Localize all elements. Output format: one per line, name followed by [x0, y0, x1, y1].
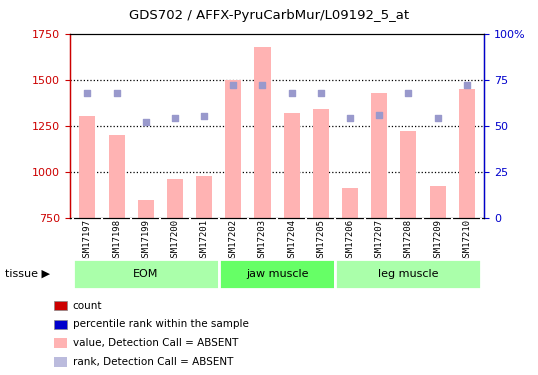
- Bar: [400, 131, 416, 218]
- Point: [83, 90, 92, 96]
- Bar: [196, 176, 212, 218]
- FancyBboxPatch shape: [73, 259, 219, 289]
- Bar: [138, 200, 154, 217]
- Point: [229, 82, 238, 88]
- FancyBboxPatch shape: [335, 259, 482, 289]
- Text: GSM17202: GSM17202: [229, 219, 238, 262]
- Text: GSM17209: GSM17209: [433, 219, 442, 262]
- Text: GDS702 / AFFX-PyruCarbMur/L09192_5_at: GDS702 / AFFX-PyruCarbMur/L09192_5_at: [129, 9, 409, 22]
- Text: tissue ▶: tissue ▶: [5, 269, 51, 279]
- Text: GSM17206: GSM17206: [345, 219, 355, 262]
- Bar: [109, 135, 125, 218]
- Point: [141, 119, 150, 125]
- Text: rank, Detection Call = ABSENT: rank, Detection Call = ABSENT: [73, 357, 233, 367]
- Point: [316, 90, 325, 96]
- Bar: [225, 80, 242, 218]
- Bar: [167, 179, 183, 218]
- Point: [171, 115, 179, 121]
- Text: GSM17210: GSM17210: [462, 219, 471, 262]
- Text: GSM17204: GSM17204: [287, 219, 296, 262]
- Point: [462, 82, 471, 88]
- Bar: [80, 116, 95, 218]
- Text: GSM17198: GSM17198: [112, 219, 121, 262]
- Bar: [254, 46, 271, 217]
- Text: GSM17205: GSM17205: [316, 219, 325, 262]
- Text: percentile rank within the sample: percentile rank within the sample: [73, 320, 249, 329]
- Text: EOM: EOM: [133, 269, 159, 279]
- FancyBboxPatch shape: [219, 259, 335, 289]
- Bar: [459, 89, 475, 218]
- Bar: [429, 186, 445, 218]
- Text: jaw muscle: jaw muscle: [246, 269, 308, 279]
- Point: [375, 112, 384, 118]
- Point: [404, 90, 413, 96]
- Point: [112, 90, 121, 96]
- Bar: [313, 109, 329, 217]
- Point: [287, 90, 296, 96]
- Text: GSM17207: GSM17207: [374, 219, 384, 262]
- Point: [258, 82, 267, 88]
- Point: [200, 113, 208, 119]
- Text: GSM17203: GSM17203: [258, 219, 267, 262]
- Text: GSM17199: GSM17199: [141, 219, 150, 262]
- Point: [346, 115, 355, 121]
- Text: GSM17201: GSM17201: [200, 219, 209, 262]
- Bar: [342, 188, 358, 218]
- Text: GSM17197: GSM17197: [83, 219, 92, 262]
- Text: GSM17208: GSM17208: [404, 219, 413, 262]
- Text: GSM17200: GSM17200: [171, 219, 180, 262]
- Point: [433, 115, 442, 121]
- Bar: [284, 113, 300, 218]
- Text: value, Detection Call = ABSENT: value, Detection Call = ABSENT: [73, 338, 238, 348]
- Bar: [371, 93, 387, 218]
- Text: leg muscle: leg muscle: [378, 269, 438, 279]
- Text: count: count: [73, 301, 102, 310]
